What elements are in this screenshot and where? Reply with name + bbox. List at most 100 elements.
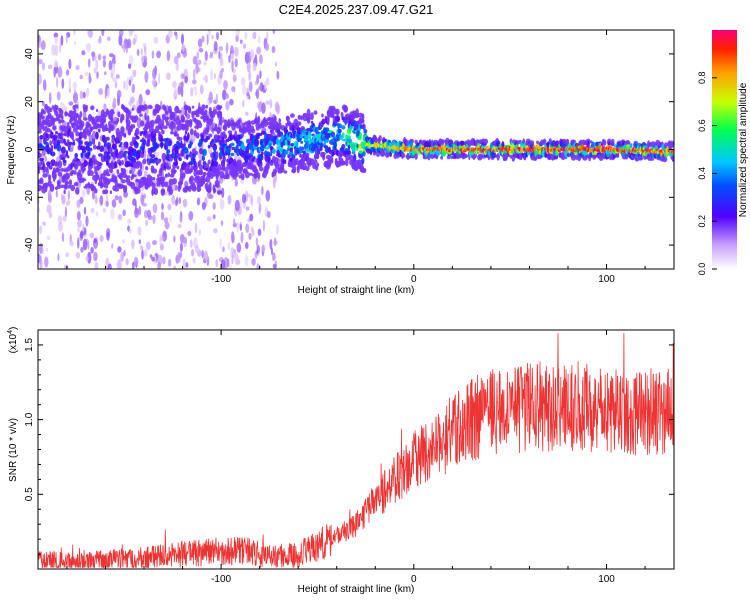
heatmap-cell: [152, 68, 157, 80]
heatmap-cell: [256, 249, 259, 255]
heatmap-cell: [231, 86, 236, 92]
heatmap-cell: [152, 203, 158, 214]
heatmap-cell: [60, 146, 66, 154]
heatmap-cell: [567, 154, 571, 158]
heatmap-cell: [200, 134, 204, 142]
heatmap-cell: [223, 134, 227, 139]
heatmap-cell: [334, 138, 339, 142]
heatmap-cell: [206, 191, 212, 199]
heatmap-cell: [213, 228, 218, 234]
heatmap-cell: [341, 138, 347, 142]
heatmap-cell: [194, 150, 198, 156]
heatmap-cell: [206, 216, 212, 222]
heatmap-cell: [177, 85, 182, 96]
heatmap-cell: [167, 172, 170, 178]
heatmap-cell: [173, 56, 179, 65]
heatmap-cell: [61, 232, 65, 243]
colorbar-tick-label: 0.8: [697, 72, 707, 85]
heatmap-cell: [170, 152, 176, 159]
heatmap-cell: [99, 234, 104, 243]
heatmap-cell: [142, 139, 147, 146]
heatmap-cell: [175, 196, 179, 205]
heatmap-cell: [301, 146, 305, 151]
heatmap-cell: [85, 215, 89, 227]
heatmap-cell: [208, 107, 212, 112]
heatmap-cell: [259, 166, 264, 172]
heatmap-cell: [319, 145, 323, 152]
heatmap-cell: [130, 124, 136, 129]
heatmap-cell: [291, 154, 296, 160]
heatmap-cell: [216, 190, 223, 195]
heatmap-cell: [255, 135, 260, 139]
heatmap-cell: [215, 259, 218, 268]
heatmap-cell: [222, 246, 225, 253]
heatmap-cell: [48, 165, 53, 170]
heatmap-cell: [99, 124, 102, 129]
heatmap-cell: [102, 55, 107, 60]
heatmap-cell: [50, 135, 54, 139]
heatmap-cell: [254, 168, 259, 176]
heatmap-cell: [108, 167, 113, 174]
heatmap-cell: [131, 83, 136, 94]
heatmap-cell: [222, 155, 226, 163]
heatmap-cell: [143, 104, 148, 111]
y-tick-label: -40: [24, 237, 35, 252]
y-tick-label: 0.5: [24, 487, 35, 501]
heatmap-cell: [232, 74, 237, 83]
heatmap-cell: [239, 39, 243, 44]
heatmap-cell: [340, 111, 344, 118]
heatmap-cell: [234, 170, 239, 177]
heatmap-cell: [122, 153, 127, 158]
heatmap-cell: [42, 173, 48, 178]
heatmap-cell: [282, 153, 286, 158]
heatmap-cell: [180, 86, 184, 98]
heatmap-cell: [199, 84, 204, 95]
heatmap-cell: [55, 131, 58, 135]
heatmap-cell: [348, 138, 353, 144]
heatmap-cell: [138, 239, 141, 244]
heatmap-cell: [67, 144, 72, 148]
heatmap-cell: [109, 124, 115, 132]
heatmap-cell: [115, 74, 120, 79]
heatmap-cell: [78, 220, 81, 226]
heatmap-cell: [152, 214, 156, 225]
heatmap-cell: [60, 153, 66, 160]
heatmap-cell: [171, 111, 175, 116]
heatmap-cell: [94, 261, 99, 269]
heatmap-cell: [192, 164, 198, 172]
heatmap-cell: [250, 48, 255, 60]
heatmap-cell: [158, 169, 163, 177]
heatmap-cell: [143, 193, 146, 199]
heatmap-cell: [159, 234, 163, 246]
heatmap-cell: [213, 73, 216, 79]
heatmap-cell: [47, 123, 53, 128]
heatmap-cell: [178, 183, 182, 190]
heatmap-cell: [197, 59, 202, 65]
heatmap-cell: [136, 49, 140, 56]
heatmap-cell: [131, 107, 134, 112]
heatmap-cell: [606, 149, 610, 158]
heatmap-cell: [82, 167, 86, 171]
heatmap-cell: [192, 158, 196, 162]
heatmap-cell: [101, 30, 105, 37]
heatmap-cell: [223, 119, 228, 124]
heatmap-cell: [176, 109, 182, 114]
heatmap-cell: [284, 149, 289, 155]
heatmap-cell: [61, 157, 66, 161]
heatmap-cell: [218, 118, 223, 126]
heatmap-cell: [227, 130, 233, 134]
heatmap-cell: [96, 71, 99, 79]
heatmap-cell: [57, 171, 63, 177]
heatmap-cell: [46, 204, 52, 214]
heatmap-cell: [77, 237, 80, 249]
heatmap-cell: [256, 74, 260, 84]
heatmap-cell: [231, 254, 234, 265]
heatmap-cell: [85, 104, 88, 110]
heatmap-cell: [74, 152, 78, 159]
heatmap-cell: [183, 135, 187, 141]
heatmap-cell: [245, 241, 249, 250]
heatmap-cell: [198, 48, 204, 53]
heatmap-cell: [202, 148, 207, 157]
heatmap-cell: [141, 146, 145, 154]
heatmap-y-label: Frequency (Hz): [6, 116, 17, 185]
